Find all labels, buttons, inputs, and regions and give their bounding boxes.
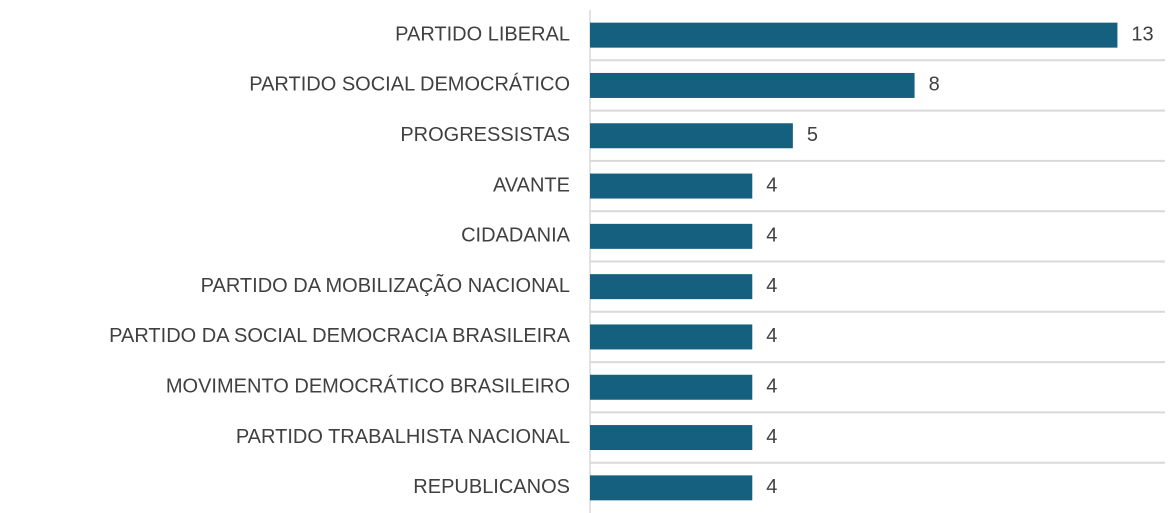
y-tick-label: MOVIMENTO DEMOCRÁTICO BRASILEIRO bbox=[166, 375, 570, 398]
y-tick-label: PARTIDO DA SOCIAL DEMOCRACIA BRASILEIRA bbox=[109, 325, 571, 347]
value-label: 13 bbox=[1131, 23, 1153, 45]
value-label: 4 bbox=[766, 225, 777, 247]
bar bbox=[590, 425, 753, 451]
y-tick-label: PARTIDO SOCIAL DEMOCRÁTICO bbox=[249, 73, 570, 96]
bar bbox=[590, 324, 753, 350]
y-tick-label: PARTIDO LIBERAL bbox=[395, 23, 570, 45]
bar bbox=[590, 22, 1118, 48]
y-tick-label: PROGRESSISTAS bbox=[400, 124, 570, 146]
y-tick-label: CIDADANIA bbox=[461, 225, 571, 247]
bar bbox=[590, 475, 753, 501]
bar bbox=[590, 274, 753, 300]
bar bbox=[590, 374, 753, 400]
y-tick-label: PARTIDO DA MOBILIZAÇÃO NACIONAL bbox=[201, 273, 570, 297]
bar bbox=[590, 123, 793, 149]
value-label: 5 bbox=[807, 124, 818, 146]
y-tick-label: REPUBLICANOS bbox=[413, 476, 570, 498]
y-tick-label: AVANTE bbox=[493, 174, 570, 196]
value-label: 4 bbox=[766, 325, 777, 347]
value-label: 4 bbox=[766, 426, 777, 448]
value-label: 4 bbox=[766, 476, 777, 498]
bar bbox=[590, 223, 753, 249]
value-label: 4 bbox=[766, 275, 777, 297]
bar bbox=[590, 173, 753, 199]
value-label: 4 bbox=[766, 174, 777, 196]
value-label: 8 bbox=[929, 74, 940, 96]
bar bbox=[590, 72, 915, 98]
y-tick-label: PARTIDO TRABALHISTA NACIONAL bbox=[236, 426, 570, 448]
value-label: 4 bbox=[766, 376, 777, 398]
